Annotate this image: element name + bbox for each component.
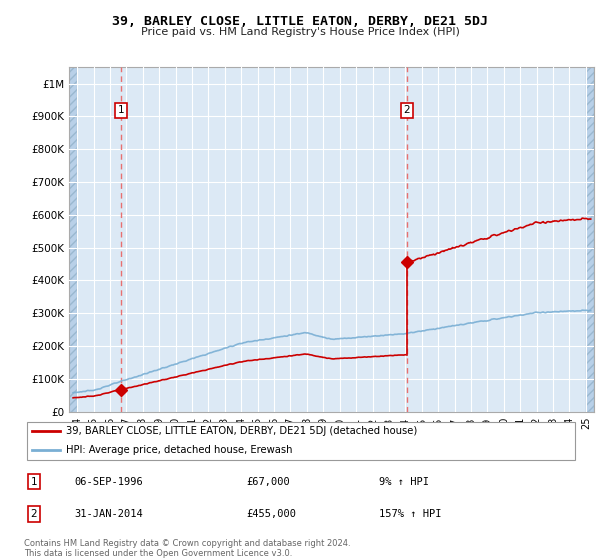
Text: £455,000: £455,000 — [246, 509, 296, 519]
Text: 2: 2 — [31, 509, 37, 519]
Text: 39, BARLEY CLOSE, LITTLE EATON, DERBY, DE21 5DJ: 39, BARLEY CLOSE, LITTLE EATON, DERBY, D… — [112, 15, 488, 27]
Bar — [69, 67, 77, 412]
Text: Price paid vs. HM Land Registry's House Price Index (HPI): Price paid vs. HM Land Registry's House … — [140, 27, 460, 37]
FancyBboxPatch shape — [27, 422, 575, 460]
Bar — [586, 67, 594, 412]
Text: 1: 1 — [118, 105, 124, 115]
Text: 39, BARLEY CLOSE, LITTLE EATON, DERBY, DE21 5DJ (detached house): 39, BARLEY CLOSE, LITTLE EATON, DERBY, D… — [65, 426, 417, 436]
Text: £67,000: £67,000 — [246, 477, 290, 487]
Text: 2: 2 — [403, 105, 410, 115]
Text: HPI: Average price, detached house, Erewash: HPI: Average price, detached house, Erew… — [65, 445, 292, 455]
Text: Contains HM Land Registry data © Crown copyright and database right 2024.
This d: Contains HM Land Registry data © Crown c… — [24, 539, 350, 558]
Text: 9% ↑ HPI: 9% ↑ HPI — [379, 477, 429, 487]
Text: 06-SEP-1996: 06-SEP-1996 — [74, 477, 143, 487]
Text: 1: 1 — [31, 477, 37, 487]
Text: 157% ↑ HPI: 157% ↑ HPI — [379, 509, 442, 519]
Text: 31-JAN-2014: 31-JAN-2014 — [74, 509, 143, 519]
